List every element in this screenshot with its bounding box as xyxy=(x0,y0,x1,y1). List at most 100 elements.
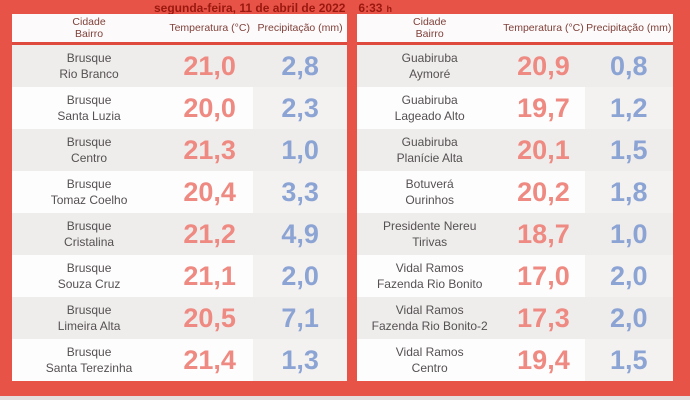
district-name: Aymoré xyxy=(409,66,451,81)
table-row: Presidente Nereu Tirivas 18,7 1,0 xyxy=(357,213,673,255)
bottom-edge-strip xyxy=(0,396,690,400)
temperature-value: 20,0 xyxy=(183,92,236,123)
city-district-cell: Brusque Tomaz Coelho xyxy=(12,171,166,213)
city-name: Vidal Ramos xyxy=(395,260,464,275)
district-name: Planície Alta xyxy=(396,150,463,165)
column-header-city: Cidade Bairro xyxy=(357,14,502,42)
city-name: Brusque xyxy=(66,134,112,149)
city-name: Presidente Nereu xyxy=(382,218,477,233)
precipitation-value: 1,0 xyxy=(609,218,648,249)
precipitation-value: 0,8 xyxy=(609,50,648,81)
city-district-cell: Brusque Centro xyxy=(12,129,166,171)
city-name: Brusque xyxy=(66,344,112,359)
precipitation-value: 4,9 xyxy=(281,218,319,249)
time-unit-label: h xyxy=(386,4,392,14)
table-row: Brusque Souza Cruz 21,1 2,0 xyxy=(12,255,347,297)
weather-table-left: Cidade Bairro Temperatura (°C) Precipita… xyxy=(12,14,347,381)
column-header-precipitation: Precipitação (mm) xyxy=(257,22,343,34)
column-header-city: Cidade Bairro xyxy=(12,14,166,42)
temperature-value: 19,7 xyxy=(517,92,570,123)
column-header-temperature: Temperatura (°C) xyxy=(503,22,584,34)
precipitation-value: 2,0 xyxy=(609,302,648,333)
precipitation-value: 2,3 xyxy=(253,87,347,129)
district-name: Tomaz Coelho xyxy=(50,192,128,207)
city-header-line2: Bairro xyxy=(75,28,104,40)
precipitation-value: 1,5 xyxy=(609,134,648,165)
table-body: Brusque Rio Branco 21,0 2,8 Brusque Sant… xyxy=(12,45,347,381)
table-row: Brusque Santa Luzia 20,0 2,3 xyxy=(12,87,347,129)
temperature-value: 20,5 xyxy=(183,302,236,333)
temperature-value: 20,4 xyxy=(183,176,236,207)
table-body: Guabiruba Aymoré 20,9 0,8 Guabiruba Lage… xyxy=(357,45,673,381)
date-text: segunda-feira, 11 de abril de 2022 xyxy=(154,1,346,15)
district-name: Fazenda Rio Bonito xyxy=(376,276,483,291)
city-header-line1: Cidade xyxy=(413,16,447,28)
city-district-cell: Vidal Ramos Fazenda Rio Bonito xyxy=(357,255,502,297)
table-header: Cidade Bairro Temperatura (°C) Precipita… xyxy=(357,14,673,45)
city-name: Brusque xyxy=(66,260,112,275)
table-row: Guabiruba Aymoré 20,9 0,8 xyxy=(357,45,673,87)
time-text: 6:33 xyxy=(358,1,383,15)
temperature-value: 21,3 xyxy=(183,134,236,165)
city-district-cell: Brusque Souza Cruz xyxy=(12,255,166,297)
table-header: Cidade Bairro Temperatura (°C) Precipita… xyxy=(12,14,347,45)
district-name: Tirivas xyxy=(412,234,448,249)
district-name: Santa Luzia xyxy=(57,108,121,123)
city-name: Brusque xyxy=(66,176,112,191)
district-name: Santa Terezinha xyxy=(45,360,133,375)
table-row: Vidal Ramos Fazenda Rio Bonito 17,0 2,0 xyxy=(357,255,673,297)
district-name: Centro xyxy=(71,150,108,165)
table-row: Guabiruba Planície Alta 20,1 1,5 xyxy=(357,129,673,171)
city-district-cell: Brusque Cristalina xyxy=(12,213,166,255)
column-header-precipitation: Precipitação (mm) xyxy=(586,22,672,34)
temperature-value: 20,9 xyxy=(517,50,570,81)
city-district-cell: Guabiruba Aymoré xyxy=(357,45,502,87)
temperature-value: 20,1 xyxy=(517,134,570,165)
temperature-value: 21,2 xyxy=(183,218,236,249)
table-row: Guabiruba Lageado Alto 19,7 1,2 xyxy=(357,87,673,129)
district-name: Lageado Alto xyxy=(394,108,465,123)
table-row: Brusque Rio Branco 21,0 2,8 xyxy=(12,45,347,87)
precipitation-value: 2,0 xyxy=(584,255,673,297)
page-title: segunda-feira, 11 de abril de 2022 6:33 h xyxy=(154,1,392,16)
district-name: Souza Cruz xyxy=(57,276,121,291)
precipitation-value: 1,2 xyxy=(584,87,673,129)
city-name: Brusque xyxy=(66,302,112,317)
city-name: Guabiruba xyxy=(401,50,458,65)
city-district-cell: Vidal Ramos Centro xyxy=(357,339,502,381)
city-name: Vidal Ramos xyxy=(395,344,464,359)
temperature-value: 17,0 xyxy=(517,260,570,291)
district-name: Rio Branco xyxy=(59,66,119,81)
precipitation-value: 3,3 xyxy=(253,171,347,213)
precipitation-value: 2,8 xyxy=(281,50,319,81)
temperature-value: 21,0 xyxy=(183,50,236,81)
precipitation-value: 1,0 xyxy=(281,134,319,165)
precipitation-value: 1,3 xyxy=(253,339,347,381)
district-name: Limeira Alta xyxy=(57,318,121,333)
city-header-line2: Bairro xyxy=(415,28,444,40)
table-row: Botuverá Ourinhos 20,2 1,8 xyxy=(357,171,673,213)
precipitation-value: 1,5 xyxy=(584,339,673,381)
district-name: Fazenda Rio Bonito-2 xyxy=(371,318,488,333)
table-row: Brusque Tomaz Coelho 20,4 3,3 xyxy=(12,171,347,213)
table-row: Vidal Ramos Fazenda Rio Bonito-2 17,3 2,… xyxy=(357,297,673,339)
temperature-value: 21,1 xyxy=(183,260,236,291)
city-district-cell: Brusque Limeira Alta xyxy=(12,297,166,339)
table-row: Vidal Ramos Centro 19,4 1,5 xyxy=(357,339,673,381)
temperature-value: 17,3 xyxy=(517,302,570,333)
city-name: Vidal Ramos xyxy=(395,302,464,317)
district-name: Cristalina xyxy=(64,234,115,249)
table-row: Brusque Limeira Alta 20,5 7,1 xyxy=(12,297,347,339)
city-district-cell: Brusque Santa Luzia xyxy=(12,87,166,129)
city-district-cell: Brusque Rio Branco xyxy=(12,45,166,87)
title-bar: segunda-feira, 11 de abril de 2022 6:33 h xyxy=(0,0,690,15)
weather-table-right: Cidade Bairro Temperatura (°C) Precipita… xyxy=(357,14,673,381)
city-name: Guabiruba xyxy=(401,134,458,149)
city-district-cell: Guabiruba Planície Alta xyxy=(357,129,502,171)
city-district-cell: Vidal Ramos Fazenda Rio Bonito-2 xyxy=(357,297,502,339)
table-row: Brusque Centro 21,3 1,0 xyxy=(12,129,347,171)
city-name: Botuverá xyxy=(405,176,454,191)
city-header-line1: Cidade xyxy=(72,16,106,28)
table-row: Brusque Cristalina 21,2 4,9 xyxy=(12,213,347,255)
